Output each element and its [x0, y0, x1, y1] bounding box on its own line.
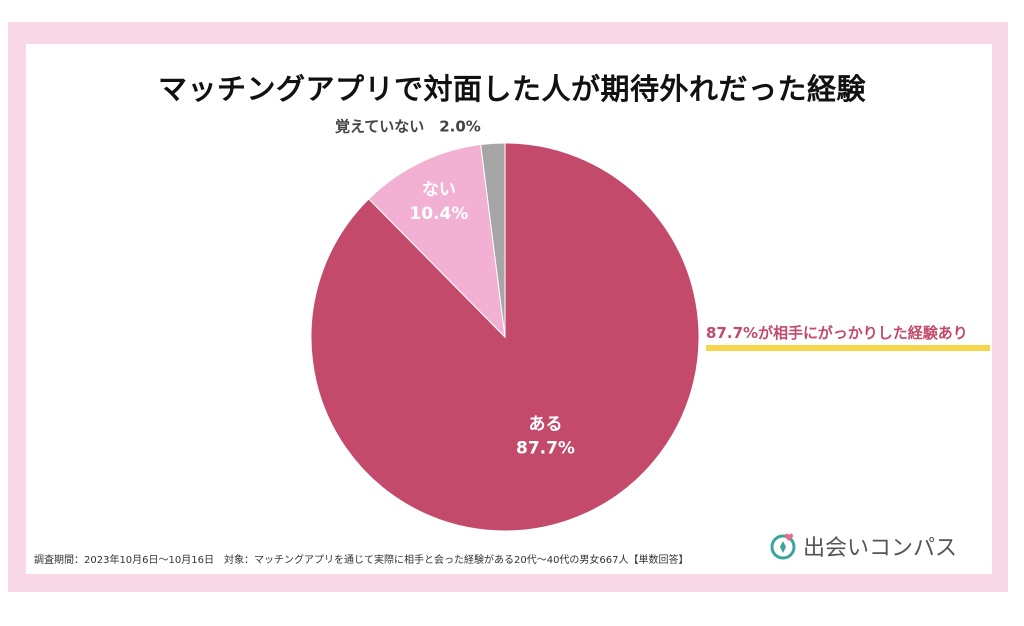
compass-heart-icon	[770, 533, 796, 560]
slice-value-0: 87.7%	[516, 439, 575, 459]
slice-label-0: ある	[528, 415, 562, 435]
slice-value-1: 10.4%	[409, 204, 468, 224]
slice-label-1: ない	[422, 180, 456, 200]
pie-slice-2	[480, 142, 506, 338]
survey-footnote: 調査期間：2023年10月6日〜10月16日 対象：マッチングアプリを通じて実際…	[34, 555, 689, 566]
outer-slice-label-2: 覚えていない 2.0%	[335, 117, 481, 135]
brand-logo: 出会いコンパス	[769, 530, 957, 562]
chart-title: マッチングアプリで対面した人が期待外れだった経験	[157, 72, 866, 106]
callout-underline	[706, 345, 990, 351]
pie-slice-1	[368, 143, 506, 339]
callout-text: 87.7%が相手にがっかりした経験あり	[706, 324, 968, 342]
logo-text: 出会いコンパス	[803, 536, 958, 561]
